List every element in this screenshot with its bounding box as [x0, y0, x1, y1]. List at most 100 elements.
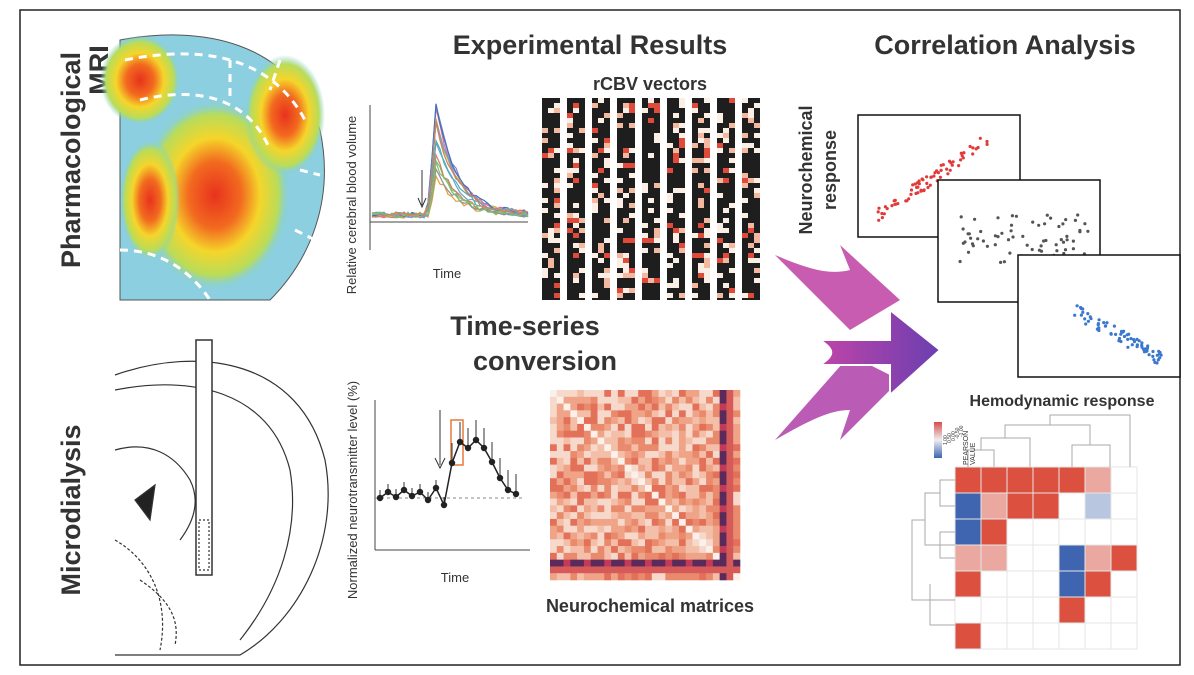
matrix-cell	[591, 519, 598, 526]
matrix-cell	[713, 560, 720, 567]
matrix-cell	[598, 444, 605, 451]
vector-cell	[554, 168, 560, 173]
heatmap-cell	[955, 519, 981, 545]
matrix-cell	[726, 404, 733, 411]
matrix-cell	[638, 404, 645, 411]
matrix-cell	[638, 492, 645, 499]
matrix-cell	[550, 390, 557, 397]
matrix-cell	[557, 505, 564, 512]
vector-cell	[704, 168, 710, 173]
matrix-cell	[564, 478, 571, 485]
matrix-cell	[652, 424, 659, 431]
matrix-cell	[598, 505, 605, 512]
matrix-cell	[706, 404, 713, 411]
matrix-cell	[584, 390, 591, 397]
vector-cell	[579, 243, 585, 248]
matrix-cell	[693, 465, 700, 472]
matrix-cell	[665, 424, 672, 431]
scatter-point	[1084, 322, 1087, 325]
matrix-cell	[659, 539, 666, 546]
vector-cell	[654, 183, 660, 188]
panel-title: Neurochemical matrices	[546, 596, 754, 616]
point	[497, 475, 503, 481]
vector-cell	[567, 143, 573, 148]
scatter-point	[909, 193, 912, 196]
vector-cell	[748, 108, 754, 113]
matrix-cell	[631, 451, 638, 458]
matrix-cell	[638, 566, 645, 573]
matrix-cell	[693, 519, 700, 526]
matrix-cell	[570, 553, 577, 560]
vector-cell	[742, 198, 748, 203]
matrix-cell	[699, 478, 706, 485]
heatmap-cell	[981, 467, 1007, 493]
vector-cell	[717, 193, 723, 198]
scatter-point	[1114, 333, 1117, 336]
matrix-cell	[577, 390, 584, 397]
matrix-cell	[631, 553, 638, 560]
matrix-cell	[720, 417, 727, 424]
matrix-cell	[645, 465, 652, 472]
vector-cell	[617, 178, 623, 183]
matrix-cell	[564, 431, 571, 438]
scatter-point	[945, 168, 948, 171]
section-title: Time-series	[450, 311, 600, 341]
matrix-cell	[645, 404, 652, 411]
matrix-cell	[631, 539, 638, 546]
axis-label: Normalized neurotransmitter level (%)	[345, 381, 360, 599]
matrix-cell	[625, 526, 632, 533]
matrix-cell	[638, 533, 645, 540]
matrix-cell	[686, 560, 693, 567]
matrix-cell	[659, 566, 666, 573]
scatter-point	[1089, 317, 1092, 320]
matrix-cell	[699, 458, 706, 465]
matrix-cell	[584, 512, 591, 519]
vector-cell	[723, 138, 729, 143]
matrix-cell	[665, 438, 672, 445]
matrix-cell	[625, 438, 632, 445]
matrix-cell	[645, 539, 652, 546]
scatter-point	[1110, 333, 1113, 336]
heatmap-cell	[1007, 623, 1033, 649]
matrix-cell	[720, 465, 727, 472]
matrix-cell	[679, 492, 686, 499]
matrix-cell	[564, 512, 571, 519]
matrix-cell	[713, 465, 720, 472]
vector-cell	[617, 228, 623, 233]
matrix-cell	[557, 492, 564, 499]
matrix-cell	[686, 424, 693, 431]
matrix-cell	[672, 478, 679, 485]
matrix-cell	[726, 424, 733, 431]
matrix-cell	[618, 512, 625, 519]
matrix-cell	[570, 397, 577, 404]
heatmap-cell	[1059, 519, 1085, 545]
matrix-cell	[726, 573, 733, 580]
vector-cell	[673, 148, 679, 153]
vector-cell	[554, 293, 560, 298]
scatter-point	[1127, 333, 1130, 336]
matrix-cell	[618, 397, 625, 404]
vector-cell	[698, 138, 704, 143]
vector-cell	[604, 268, 610, 273]
vector-cell	[554, 128, 560, 133]
vector-cell	[667, 208, 673, 213]
matrix-cell	[672, 499, 679, 506]
matrix-cell	[713, 485, 720, 492]
matrix-cell	[577, 471, 584, 478]
point	[505, 487, 511, 493]
matrix-cell	[672, 431, 679, 438]
vector-cell	[579, 128, 585, 133]
matrix-cell	[598, 499, 605, 506]
vector-cell	[542, 198, 548, 203]
matrix-cell	[652, 431, 659, 438]
matrix-cell	[706, 424, 713, 431]
matrix-cell	[625, 444, 632, 451]
vector-cell	[704, 243, 710, 248]
axis-label: response	[820, 130, 840, 210]
matrix-cell	[591, 526, 598, 533]
scatter-point	[1087, 320, 1090, 323]
matrix-cell	[720, 397, 727, 404]
matrix-cell	[618, 471, 625, 478]
matrix-cell	[618, 553, 625, 560]
matrix-cell	[550, 505, 557, 512]
